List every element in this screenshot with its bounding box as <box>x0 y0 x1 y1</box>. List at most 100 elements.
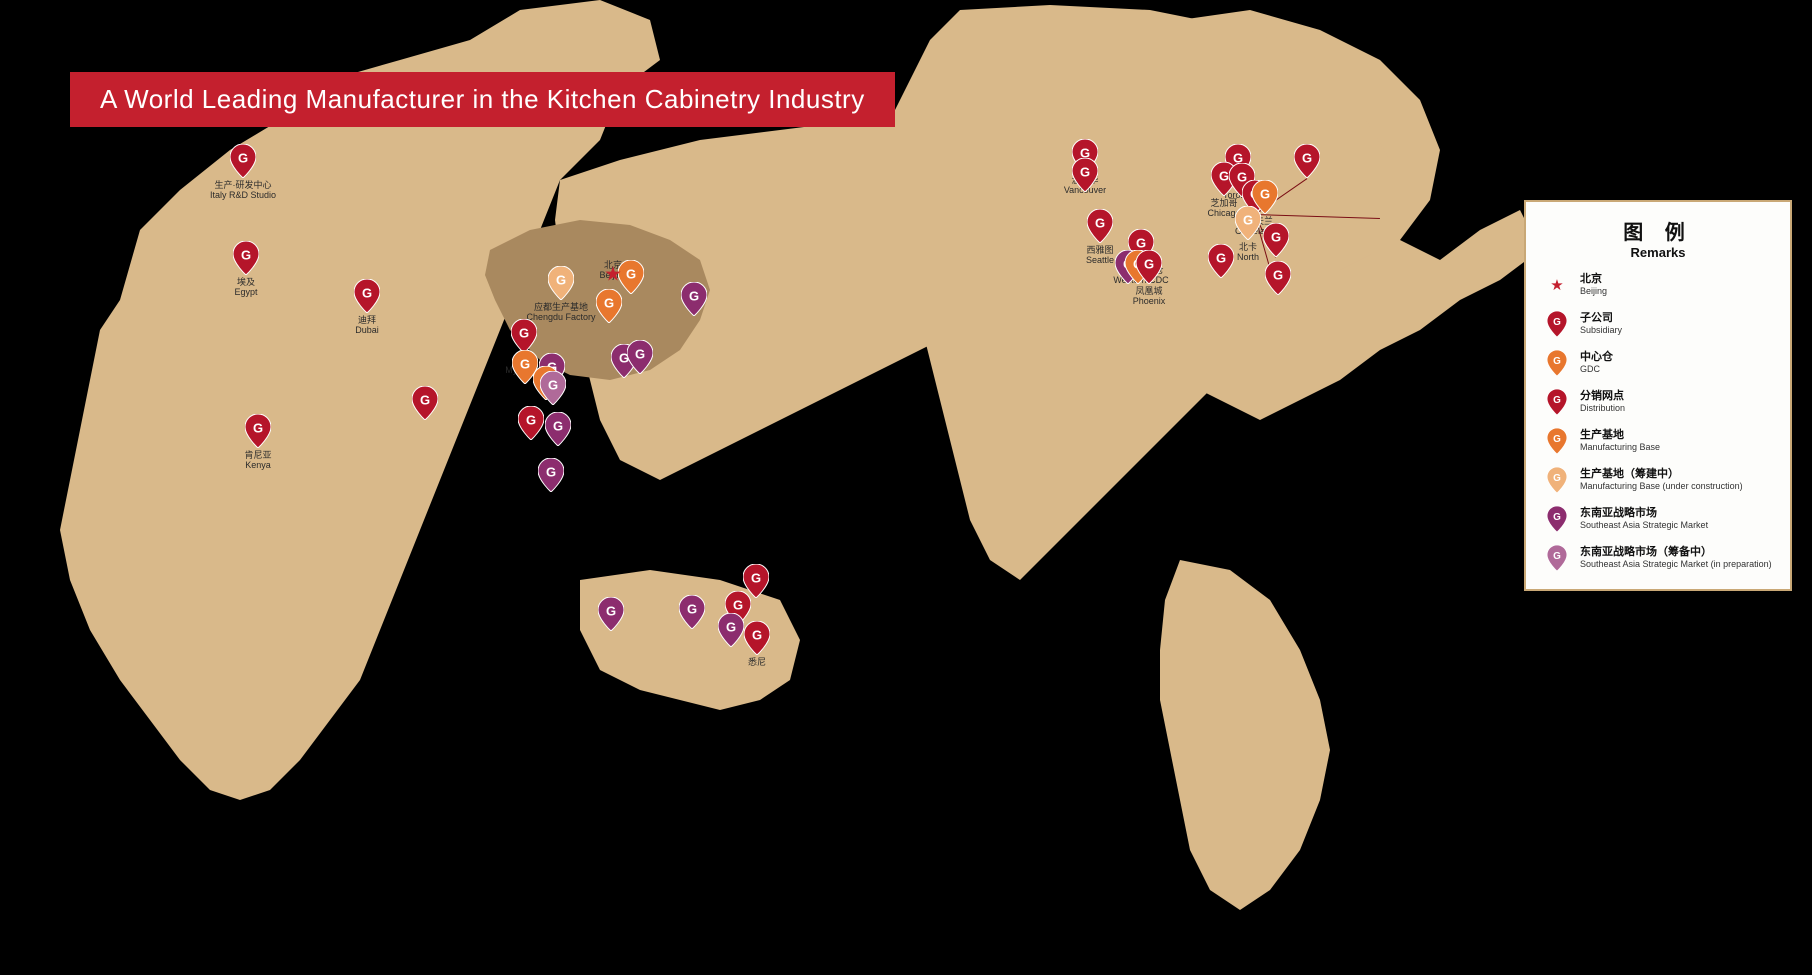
legend-pin-icon-7: G <box>1547 545 1567 571</box>
svg-text:G: G <box>519 326 529 341</box>
legend-item-1: G 子公司 Subsidiary <box>1542 309 1774 339</box>
map-pin-ny-east3[interactable]: G <box>1265 261 1291 295</box>
legend-label-en-2: GDC <box>1580 364 1613 375</box>
map-pin-hongkong[interactable]: G <box>681 282 707 316</box>
svg-text:G: G <box>726 620 736 635</box>
map-pin-malaysia[interactable]: G <box>538 458 564 492</box>
legend-item-4: G 生产基地 Manufacturing Base <box>1542 426 1774 456</box>
world-map-root: A World Leading Manufacturer in the Kitc… <box>0 0 1812 975</box>
legend-label-cn-3: 分销网点 <box>1580 390 1625 403</box>
legend-label-en-5: Manufacturing Base (under construction) <box>1580 481 1743 492</box>
map-pin-australia-melbourne1[interactable]: G <box>718 613 744 647</box>
map-pin-seattle[interactable]: G <box>1087 209 1113 243</box>
legend-label-en-6: Southeast Asia Strategic Market <box>1580 520 1708 531</box>
svg-text:G: G <box>1271 230 1281 245</box>
legend-pin-icon-5: G <box>1547 467 1567 493</box>
legend-item-7: G 东南亚战略市场（筹备中） Southeast Asia Strategic M… <box>1542 543 1774 573</box>
legend-item-0: ★ 北京 Beijing <box>1542 270 1774 300</box>
svg-text:G: G <box>1302 151 1312 166</box>
svg-text:G: G <box>733 598 743 613</box>
legend-box: 图 例 Remarks ★ 北京 Beijing G 子公司 Subsidiary G… <box>1524 200 1792 591</box>
map-pin-sea-cluster-red[interactable]: G <box>518 406 544 440</box>
map-pin-florida[interactable]: G <box>1208 244 1234 278</box>
legend-label-cn-5: 生产基地（筹建中） <box>1580 468 1743 481</box>
legend-label-cn-4: 生产基地 <box>1580 429 1660 442</box>
svg-text:G: G <box>1553 473 1561 484</box>
svg-text:G: G <box>1553 512 1561 523</box>
svg-text:G: G <box>687 602 697 617</box>
svg-text:G: G <box>241 248 251 263</box>
svg-text:G: G <box>556 273 566 288</box>
svg-text:G: G <box>751 571 761 586</box>
map-pin-kenya[interactable]: G <box>245 414 271 448</box>
svg-text:G: G <box>1553 395 1561 406</box>
legend-label-en-0: Beijing <box>1580 286 1607 297</box>
svg-text:G: G <box>1553 434 1561 445</box>
legend-title-cn: 图 例 <box>1542 216 1774 245</box>
svg-text:G: G <box>1243 213 1253 228</box>
svg-text:G: G <box>689 289 699 304</box>
svg-text:G: G <box>546 465 556 480</box>
svg-text:G: G <box>1553 356 1561 367</box>
svg-text:G: G <box>526 413 536 428</box>
legend-item-2: G 中心仓 GDC <box>1542 348 1774 378</box>
legend-item-6: G 东南亚战略市场 Southeast Asia Strategic Market <box>1542 504 1774 534</box>
svg-text:G: G <box>635 347 645 362</box>
legend-label-en-3: Distribution <box>1580 403 1625 414</box>
map-pin-sea-cluster-purple3[interactable]: G <box>540 371 566 405</box>
svg-text:G: G <box>1273 268 1283 283</box>
legend-star-icon: ★ <box>1550 276 1563 294</box>
svg-text:G: G <box>1553 317 1561 328</box>
map-pin-ny-east1[interactable]: G <box>1294 144 1320 178</box>
legend-label-cn-7: 东南亚战略市场（筹备中） <box>1580 546 1772 559</box>
map-pin-vancouver2[interactable]: G <box>1072 158 1098 192</box>
map-pin-india[interactable]: G <box>412 386 438 420</box>
map-pin-australia-perth[interactable]: G <box>598 597 624 631</box>
legend-label-cn-2: 中心仓 <box>1580 351 1613 364</box>
page-title: A World Leading Manufacturer in the Kitc… <box>70 72 895 127</box>
svg-text:G: G <box>362 286 372 301</box>
legend-label-cn-6: 东南亚战略市场 <box>1580 507 1708 520</box>
svg-text:G: G <box>1095 216 1105 231</box>
map-pin-myanmar[interactable]: G <box>511 319 537 353</box>
legend-pin-icon-2: G <box>1547 350 1567 376</box>
map-pin-australia-sydney2[interactable]: G <box>743 564 769 598</box>
map-pin-philippines[interactable]: G <box>627 340 653 374</box>
map-pin-china-east-orange2[interactable]: G <box>596 289 622 323</box>
legend-label-en-1: Subsidiary <box>1580 325 1622 336</box>
legend-label-en-7: Southeast Asia Strategic Market (in prep… <box>1580 559 1772 570</box>
map-pin-australia-adelaide[interactable]: G <box>679 595 705 629</box>
legend-item-5: G 生产基地（筹建中） Manufacturing Base (under con… <box>1542 465 1774 495</box>
map-pin-phoenix3[interactable]: G <box>1136 250 1162 284</box>
legend-pin-icon-1: G <box>1547 311 1567 337</box>
map-pin-chengdu[interactable]: G <box>548 266 574 300</box>
svg-text:G: G <box>606 604 616 619</box>
svg-text:G: G <box>1144 257 1154 272</box>
svg-text:G: G <box>1219 169 1229 184</box>
legend-label-en-4: Manufacturing Base <box>1580 442 1660 453</box>
svg-text:G: G <box>548 378 558 393</box>
legend-pin-icon-6: G <box>1547 506 1567 532</box>
map-pin-sea-cluster-purple4[interactable]: G <box>545 412 571 446</box>
svg-text:G: G <box>752 628 762 643</box>
legend-label-cn-1: 子公司 <box>1580 312 1622 325</box>
legend-pin-icon-3: G <box>1547 389 1567 415</box>
svg-text:G: G <box>238 151 248 166</box>
svg-text:G: G <box>1553 551 1561 562</box>
svg-text:G: G <box>1136 236 1146 251</box>
svg-text:G: G <box>604 296 614 311</box>
legend-title-en: Remarks <box>1542 245 1774 260</box>
map-pin-europe-studio[interactable]: G <box>230 144 256 178</box>
svg-text:G: G <box>553 419 563 434</box>
map-pin-australia-melbourne2[interactable]: G <box>744 621 770 655</box>
svg-text:G: G <box>520 357 530 372</box>
svg-text:G: G <box>1216 251 1226 266</box>
legend-pin-icon-4: G <box>1547 428 1567 454</box>
svg-text:G: G <box>420 393 430 408</box>
map-pin-egypt[interactable]: G <box>233 241 259 275</box>
map-pin-dubai[interactable]: G <box>354 279 380 313</box>
beijing-star-icon[interactable]: ★ <box>604 262 622 287</box>
map-pin-north[interactable]: G <box>1235 206 1261 240</box>
legend-item-3: G 分销网点 Distribution <box>1542 387 1774 417</box>
map-pin-ny-east2[interactable]: G <box>1263 223 1289 257</box>
